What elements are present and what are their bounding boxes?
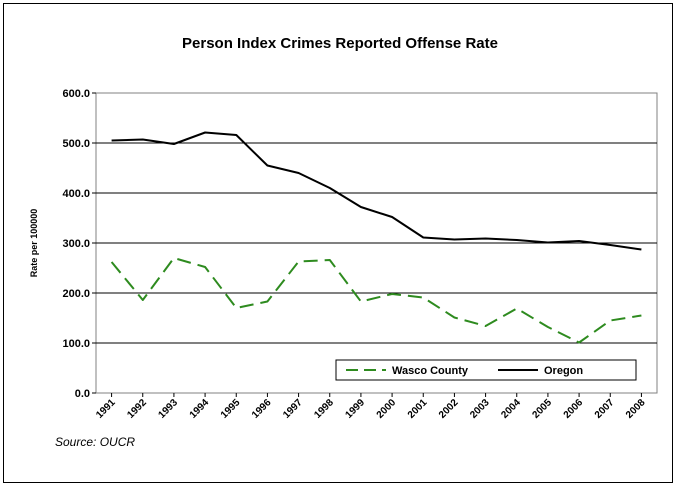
source-note: Source: OUCR: [55, 435, 136, 449]
x-tick-label: 2000: [375, 397, 399, 421]
x-tick-label: 1998: [312, 397, 336, 421]
series-lines: [110, 131, 642, 344]
x-tick-label: 1999: [344, 397, 368, 421]
y-axis-label: Rate per 100000: [29, 209, 39, 278]
x-tick-label: 1996: [250, 397, 274, 421]
x-tick-label: 2008: [624, 397, 648, 421]
y-tick-label: 200.0: [62, 288, 90, 300]
series-line-oregon: [111, 131, 642, 251]
x-axis-tick-labels: 1991 1992 1993 1994 1995 1996 1997 1998 1999 2000…: [94, 393, 648, 421]
y-tick-label: 100.0: [62, 338, 90, 350]
y-axis-tick-labels: 0.0 100.0 200.0 300.0 400.0 500.0 600.0: [62, 88, 96, 400]
x-tick-label: 1992: [125, 397, 149, 421]
x-tick-label: 1991: [94, 397, 118, 421]
y-tick-label: 500.0: [62, 138, 90, 150]
x-tick-label: 2004: [499, 397, 523, 421]
x-tick-label: 1993: [157, 397, 181, 421]
legend-box: [335, 359, 637, 381]
chart-title: Person Index Crimes Reported Offense Rat…: [182, 35, 498, 52]
x-tick-label: 2001: [406, 397, 430, 421]
y-tick-label: 600.0: [62, 88, 90, 100]
x-tick-label: 1995: [219, 397, 243, 421]
x-tick-label: 1994: [188, 397, 212, 421]
legend-label: Oregon: [544, 365, 583, 377]
y-tick-label: 400.0: [62, 188, 90, 200]
x-tick-label: 2005: [531, 397, 555, 421]
x-tick-label: 2007: [593, 397, 617, 421]
x-tick-label: 2006: [562, 397, 586, 421]
x-tick-label: 2002: [437, 397, 461, 421]
legend-label: Wasco County: [392, 365, 469, 377]
y-tick-label: 0.0: [75, 388, 90, 400]
x-tick-label: 2003: [468, 397, 492, 421]
y-tick-label: 300.0: [62, 238, 90, 250]
legend: Wasco County Oregon: [335, 359, 637, 381]
x-tick-label: 1997: [281, 397, 305, 421]
series-line-wasco-county: [110, 257, 642, 344]
gridlines: [96, 142, 657, 344]
